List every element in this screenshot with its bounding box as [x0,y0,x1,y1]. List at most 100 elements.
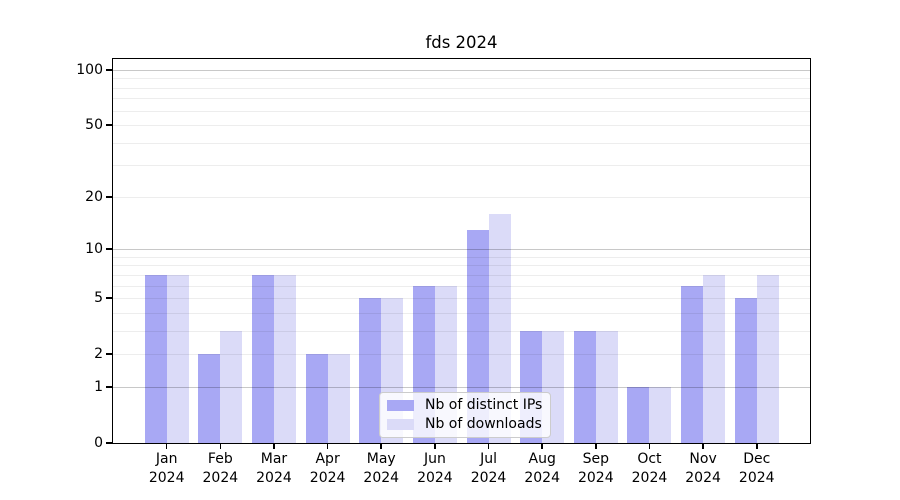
x-tick-label-nov: Nov 2024 [671,450,735,488]
legend-row: Nb of distinct IPs [387,398,542,413]
y-tick-50 [106,124,113,126]
bar-downloads-oct [649,387,672,443]
gridline-minor-70 [113,98,810,100]
x-tick-jul [487,444,490,449]
x-tick-sep [595,444,597,449]
y-tick-label-5: 5 [94,290,103,307]
plot-area [112,58,811,444]
gridline-minor-8 [113,265,810,267]
legend-swatch-downloads [387,419,414,430]
y-tick-100 [106,69,113,71]
chart-title: fds 2024 [425,33,498,52]
y-tick-10 [106,248,113,250]
x-tick-feb [219,444,222,449]
y-tick-label-1: 1 [94,378,103,395]
x-tick-month: Apr [315,451,340,467]
x-tick-mar [273,444,275,449]
x-tick-month: Dec [743,451,771,467]
x-tick-year: 2024 [577,470,614,486]
x-tick-month: Jan [155,451,178,467]
x-tick-label-jul: Jul 2024 [457,450,521,488]
bar-downloads-feb [220,331,243,443]
bar-downloads-jul [488,214,511,443]
x-tick-year: 2024 [148,470,185,486]
gridline-minor-9 [113,256,810,258]
gridline-minor-5 [113,298,810,300]
x-tick-apr [326,444,329,449]
x-tick-month: Nov [689,451,717,467]
bar-ips-dec [734,298,757,443]
x-tick-may [380,444,383,449]
y-tick-label-20: 20 [85,188,103,205]
x-tick-jun [434,444,436,449]
x-tick-year: 2024 [202,470,239,486]
x-tick-month: Sep [582,451,609,467]
x-tick-label-jan: Jan 2024 [135,450,199,488]
x-tick-nov [702,444,704,449]
gridline-minor-50 [113,125,810,127]
gridline-minor-20 [113,196,810,198]
legend-label-distinct-ips: Nb of distinct IPs [425,397,543,413]
x-tick-label-jun: Jun 2024 [403,450,467,488]
x-tick-year: 2024 [524,470,560,486]
bar-downloads-sep [595,331,618,443]
legend-label-downloads: Nb of downloads [425,416,542,432]
gridline-major-100 [113,69,810,71]
x-tick-month: Oct [637,451,662,467]
y-tick-label-2: 2 [94,346,103,363]
bar-downloads-jan [166,274,189,443]
gridline-minor-4 [113,312,810,314]
x-tick-year: 2024 [256,470,292,486]
bar-ips-mar [251,274,274,443]
gridline-minor-40 [113,142,810,144]
gridline-minor-60 [113,110,810,112]
bar-ips-feb [198,354,221,443]
x-tick-label-feb: Feb 2024 [188,450,252,488]
y-tick-1 [106,386,113,388]
x-tick-dec [755,444,758,449]
x-tick-label-sep: Sep 2024 [564,450,628,488]
x-tick-year: 2024 [309,470,346,486]
bar-ips-oct [627,387,650,443]
x-tick-year: 2024 [470,470,507,486]
gridline-minor-30 [113,165,810,167]
y-tick-label-10: 10 [85,241,103,258]
gridline-minor-80 [113,87,810,89]
x-tick-month: Aug [528,451,556,467]
y-tick-label-50: 50 [85,117,103,134]
y-tick-label-0: 0 [94,435,103,451]
bar-ips-nov [681,285,704,443]
gridline-minor-3 [113,330,810,332]
y-tick-label-100: 100 [76,61,103,78]
bar-downloads-mar [273,274,296,443]
x-tick-month: Mar [260,451,288,467]
x-tick-label-may: May 2024 [349,450,413,488]
x-tick-month: Jul [480,451,497,467]
x-tick-month: Jun [423,451,446,467]
bar-ips-jan [144,274,167,443]
x-tick-oct [648,444,651,449]
x-tick-month: Feb [207,451,233,467]
x-tick-label-oct: Oct 2024 [617,450,681,488]
legend-row: Nb of downloads [387,417,542,432]
bar-ips-may [359,298,382,443]
gridline-minor-90 [113,78,810,80]
bar-downloads-nov [703,274,726,443]
x-tick-year: 2024 [685,470,721,486]
gridline-minor-6 [113,285,810,287]
x-tick-year: 2024 [738,470,775,486]
gridline-major-10 [113,249,810,251]
x-tick-label-mar: Mar 2024 [242,450,306,488]
bar-downloads-apr [327,354,350,443]
x-tick-jan [165,444,168,449]
gridline-major-1 [113,386,810,388]
bar-ips-apr [305,354,328,443]
x-tick-label-apr: Apr 2024 [296,450,360,488]
y-tick-0 [106,442,113,444]
x-tick-label-aug: Aug 2024 [510,450,574,488]
legend-swatch-distinct-ips [387,400,414,411]
gridline-minor-7 [113,274,810,276]
x-tick-label-dec: Dec 2024 [725,450,789,488]
gridline-minor-2 [113,354,810,356]
